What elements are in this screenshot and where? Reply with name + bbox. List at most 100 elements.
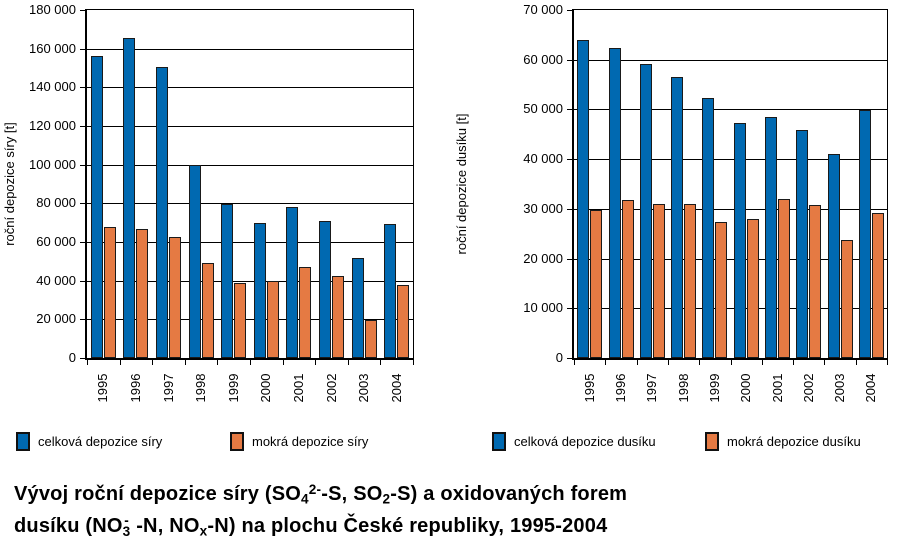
bar-celková-depozice-dusíku-2002 bbox=[796, 130, 809, 358]
caption-text: dusíku (NO bbox=[14, 514, 123, 537]
gridline bbox=[87, 281, 413, 282]
x-tick-label: 2001 bbox=[290, 373, 306, 403]
bar-mokrá-depozice-síry-1995 bbox=[103, 227, 116, 358]
x-tick-label: 1997 bbox=[160, 373, 176, 403]
bar-celková-depozice-síry-1999 bbox=[221, 204, 234, 358]
caption-text: -S) a oxidovaných forem bbox=[390, 483, 628, 506]
bar-celková-depozice-dusíku-2003 bbox=[827, 154, 840, 358]
x-tick bbox=[887, 360, 888, 365]
x-tick bbox=[250, 360, 251, 365]
x-tick bbox=[348, 360, 349, 365]
x-tick-label: 2003 bbox=[832, 373, 848, 403]
x-tick bbox=[637, 360, 638, 365]
y-tick-label: 160 000 bbox=[29, 41, 76, 56]
y-tick-label: 70 000 bbox=[523, 2, 563, 17]
bar-celková-depozice-síry-2003 bbox=[351, 258, 364, 358]
x-tick bbox=[185, 360, 186, 365]
bar-celková-depozice-síry-1998 bbox=[188, 165, 201, 358]
plot-area bbox=[572, 9, 888, 360]
x-tick-label: 1999 bbox=[225, 373, 241, 403]
bar-mokrá-depozice-dusíku-1998 bbox=[684, 204, 697, 358]
y-tick bbox=[80, 126, 85, 127]
caption-text: -N) na plochu České republiky, 1995-2004 bbox=[207, 514, 608, 537]
y-tick-label: 0 bbox=[68, 350, 76, 365]
bar-celková-depozice-dusíku-2001 bbox=[765, 117, 777, 358]
y-tick bbox=[80, 10, 85, 11]
bar-celková-depozice-síry-1995 bbox=[90, 56, 103, 358]
x-tick bbox=[699, 360, 700, 365]
bar-mokrá-depozice-dusíku-2002 bbox=[809, 205, 822, 358]
bar-celková-depozice-dusíku-1997 bbox=[639, 64, 652, 358]
caption-text: -S, SO bbox=[321, 483, 383, 506]
gridline bbox=[87, 165, 413, 166]
caption-text: Vývoj roční depozice síry (SO bbox=[14, 483, 302, 506]
bar-celková-depozice-síry-2002 bbox=[319, 221, 331, 358]
sulfur-y-axis-label: roční depozice síry [t] bbox=[2, 122, 17, 246]
y-tick-label: 140 000 bbox=[29, 79, 76, 94]
gridline bbox=[87, 242, 413, 243]
figure-caption: Vývoj roční depozice síry (SO42--S, SO2-… bbox=[14, 477, 627, 544]
bar-mokrá-depozice-síry-2001 bbox=[299, 267, 312, 358]
x-tick-label: 2002 bbox=[323, 373, 339, 403]
x-tick bbox=[762, 360, 763, 365]
y-tick-label: 30 000 bbox=[523, 201, 563, 216]
legend-item-label: mokrá depozice síry bbox=[252, 434, 369, 449]
gridline bbox=[574, 308, 887, 309]
legend-swatch-icon bbox=[492, 432, 506, 451]
y-tick bbox=[567, 358, 572, 359]
bar-celková-depozice-síry-2001 bbox=[286, 207, 299, 358]
x-tick-label: 2004 bbox=[863, 373, 879, 403]
gridline bbox=[87, 203, 413, 204]
x-tick-label: 2000 bbox=[738, 373, 754, 403]
x-tick-label: 2001 bbox=[769, 373, 785, 403]
caption-stacked-script: -3 bbox=[122, 513, 131, 539]
bar-mokrá-depozice-síry-2000 bbox=[266, 281, 279, 358]
caption-text: 2 bbox=[382, 491, 391, 507]
y-tick bbox=[80, 87, 85, 88]
x-tick bbox=[605, 360, 606, 365]
legend-item: celková depozice dusíku bbox=[492, 432, 656, 451]
caption-text: 4 bbox=[301, 491, 309, 507]
x-tick-label: 1996 bbox=[612, 373, 628, 403]
y-tick-label: 20 000 bbox=[36, 311, 76, 326]
caption-line-2: dusíku (NO -3 -N, NOx-N) na plochu České … bbox=[14, 513, 627, 544]
y-tick bbox=[567, 209, 572, 210]
legend-swatch-icon bbox=[16, 432, 30, 451]
nitrogen-chart: roční depozice dusíku [t] 0 10 000 20 000 3… bbox=[450, 0, 900, 424]
plot-area bbox=[85, 9, 414, 360]
x-tick bbox=[793, 360, 794, 365]
gridline bbox=[574, 259, 887, 260]
bar-mokrá-depozice-síry-1999 bbox=[234, 283, 247, 358]
bar-mokrá-depozice-dusíku-1999 bbox=[715, 222, 728, 358]
y-tick-label: 80 000 bbox=[36, 195, 76, 210]
caption-text: 2- bbox=[308, 482, 322, 497]
x-tick bbox=[668, 360, 669, 365]
legend-item-label: celková depozice síry bbox=[38, 434, 163, 449]
legend-swatch-icon bbox=[230, 432, 244, 451]
bar-mokrá-depozice-dusíku-1995 bbox=[590, 210, 603, 358]
y-tick-label: 20 000 bbox=[523, 251, 563, 266]
y-tick bbox=[80, 242, 85, 243]
bar-celková-depozice-dusíku-1999 bbox=[702, 98, 715, 358]
bar-mokrá-depozice-síry-1997 bbox=[169, 237, 181, 358]
bar-mokrá-depozice-dusíku-2000 bbox=[746, 219, 759, 358]
y-tick-label: 50 000 bbox=[523, 101, 563, 116]
bar-mokrá-depozice-síry-2002 bbox=[332, 276, 344, 358]
bar-mokrá-depozice-dusíku-2004 bbox=[871, 213, 884, 358]
y-tick-label: 0 bbox=[555, 350, 563, 365]
x-tick bbox=[856, 360, 857, 365]
y-tick bbox=[567, 109, 572, 110]
x-tick bbox=[574, 360, 575, 365]
x-tick-label: 1996 bbox=[127, 373, 143, 403]
y-tick bbox=[567, 259, 572, 260]
legend-swatch-icon bbox=[705, 432, 719, 451]
bar-mokrá-depozice-dusíku-2003 bbox=[840, 240, 853, 358]
bar-celková-depozice-dusíku-2004 bbox=[858, 110, 871, 358]
legend-item-label: mokrá depozice dusíku bbox=[727, 434, 861, 449]
bar-mokrá-depozice-dusíku-2001 bbox=[778, 199, 790, 358]
y-tick bbox=[80, 358, 85, 359]
gridline bbox=[574, 209, 887, 210]
y-tick-label: 100 000 bbox=[29, 157, 76, 172]
y-tick bbox=[80, 49, 85, 50]
y-tick bbox=[567, 308, 572, 309]
